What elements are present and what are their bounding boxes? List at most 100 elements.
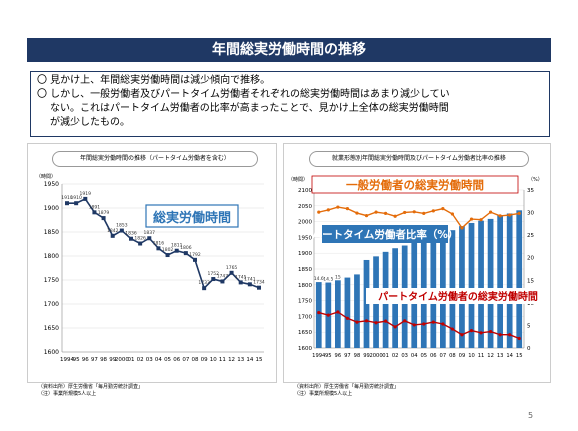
right-ratio-bar — [487, 218, 494, 348]
left-data-point — [101, 216, 106, 221]
right-general-point — [469, 217, 474, 221]
left-data-label: 1741 — [244, 276, 256, 282]
right-x-tick-label: 1994 — [312, 353, 326, 359]
right-x-tick-label: 2000 — [369, 353, 382, 359]
left-data-point — [202, 286, 207, 291]
left-data-label: 1733 — [198, 280, 210, 286]
right-parttime-point — [374, 321, 378, 325]
right-parttime-point — [383, 319, 388, 323]
left-data-point — [220, 279, 225, 284]
left-x-tick-label: 01 — [128, 357, 135, 363]
left-x-tick-label: 09 — [201, 357, 208, 363]
left-data-point — [174, 248, 179, 253]
left-data-label: 1826 — [134, 236, 146, 242]
left-data-label: 1853 — [116, 223, 128, 229]
left-data-label: 1910 — [70, 195, 82, 201]
left-data-label: 1919 — [80, 191, 92, 197]
right-x-tick-label: 96 — [335, 353, 342, 359]
left-x-tick-label: 03 — [146, 357, 153, 363]
left-data-point — [156, 246, 161, 251]
left-x-tick-label: 96 — [82, 357, 89, 363]
left-data-label: 1745 — [235, 274, 247, 280]
right-x-tick-label: 08 — [449, 353, 456, 359]
left-annotation-box — [145, 204, 239, 228]
right-parttime-point — [479, 331, 483, 335]
right-y-tick-label: 1600 — [298, 346, 312, 352]
right-parttime-point — [460, 333, 464, 337]
right-x-tick-label: 15 — [516, 353, 523, 359]
left-data-label: 1836 — [125, 231, 137, 237]
right-y2-tick-label: 25 — [527, 233, 534, 239]
page-number: 5 — [528, 411, 534, 420]
left-data-point — [229, 270, 234, 275]
left-data-label: 1910 — [61, 195, 73, 201]
right-y-tick-label: 1850 — [298, 267, 312, 273]
slide-title: 年間総実労働時間の推移 — [27, 38, 551, 62]
right-parttime-point — [441, 322, 445, 326]
right-x-tick-label: 06 — [430, 353, 437, 359]
left-x-tick-label: 07 — [182, 357, 189, 363]
left-data-label: 1752 — [208, 271, 220, 277]
right-parttime-point — [517, 336, 521, 341]
left-data-point — [193, 257, 197, 262]
left-chart-source: （資料出所）厚生労働省「毎月勤労統計調査」 （注）事業所規模5人以上 — [38, 384, 143, 398]
right-general-point — [383, 211, 388, 215]
left-data-point — [138, 241, 143, 246]
right-general-point — [355, 211, 359, 215]
right-x-tick-label: 04 — [411, 353, 418, 359]
left-series-line — [67, 197, 260, 290]
right-x-tick-label: 14 — [506, 353, 513, 359]
right-x-tick-label: 10 — [468, 353, 475, 359]
right-parttime-point — [498, 333, 502, 337]
left-x-tick-label: 15 — [256, 357, 263, 363]
left-data-point — [238, 280, 243, 285]
left-data-label: 1802 — [162, 247, 174, 253]
left-data-point — [65, 201, 69, 206]
left-data-label: 1806 — [180, 245, 192, 251]
summary-line-2: 〇 しかし、一般労働者及びパートタイム労働者それぞれの総実労働時間はあまり減少し… — [37, 89, 450, 100]
left-data-point — [129, 236, 133, 241]
left-x-tick-label: 98 — [100, 357, 107, 363]
left-data-point — [74, 201, 79, 206]
left-x-tick-label: 1994 — [60, 357, 74, 363]
right-x-tick-label: 05 — [420, 353, 427, 359]
left-x-tick-label: 13 — [237, 357, 244, 363]
left-data-label: 1747 — [217, 273, 229, 279]
right-x-tick-label: 12 — [487, 353, 494, 359]
right-general-point — [317, 210, 321, 214]
left-data-label: 1891 — [89, 204, 101, 210]
right-general-line — [318, 206, 520, 229]
right-y2-tick-label: 15 — [527, 278, 534, 284]
left-data-label: 1816 — [153, 240, 165, 246]
right-chart-title: 就業形態別年間総実労働時間及びパートタイム労働者比率の推移 — [309, 151, 529, 167]
right-chart-panel: 就業形態別年間総実労働時間及びパートタイム労働者比率の推移 （時間） （%） 210… — [283, 143, 551, 397]
right-x-tick-label: 11 — [478, 353, 485, 359]
right-x-tick-label: 03 — [401, 353, 408, 359]
right-y2-tick-label: 0 — [527, 346, 531, 352]
right-y2-axis-label: （%） — [528, 177, 543, 183]
left-data-point — [247, 282, 252, 287]
right-y2-tick-label: 20 — [527, 256, 534, 262]
right-general-point — [403, 210, 407, 215]
left-x-tick-label: 10 — [210, 357, 217, 363]
right-general-point — [488, 210, 493, 214]
right-ratio-label: 14.5 — [323, 277, 333, 283]
right-general-point — [479, 218, 483, 222]
left-x-tick-label: 95 — [73, 357, 80, 363]
left-data-label: 1792 — [189, 252, 201, 258]
left-x-tick-label: 04 — [155, 357, 162, 363]
right-y-axis-label: （時間） — [288, 177, 308, 183]
left-data-label: 1734 — [253, 280, 265, 286]
left-y-tick-label: 1600 — [44, 349, 59, 356]
right-parttime-point — [345, 316, 350, 320]
right-general-point — [460, 226, 464, 230]
right-ratio-label: 15 — [335, 274, 341, 280]
right-parttime-point — [422, 322, 426, 326]
right-ratio-bar — [468, 222, 475, 348]
right-y-tick-label: 2000 — [298, 220, 312, 226]
right-parttime-annotation-box — [366, 288, 550, 304]
summary-line-4: が減少したもの。 — [50, 117, 130, 128]
right-general-point — [450, 212, 455, 216]
right-general-point — [336, 205, 340, 209]
